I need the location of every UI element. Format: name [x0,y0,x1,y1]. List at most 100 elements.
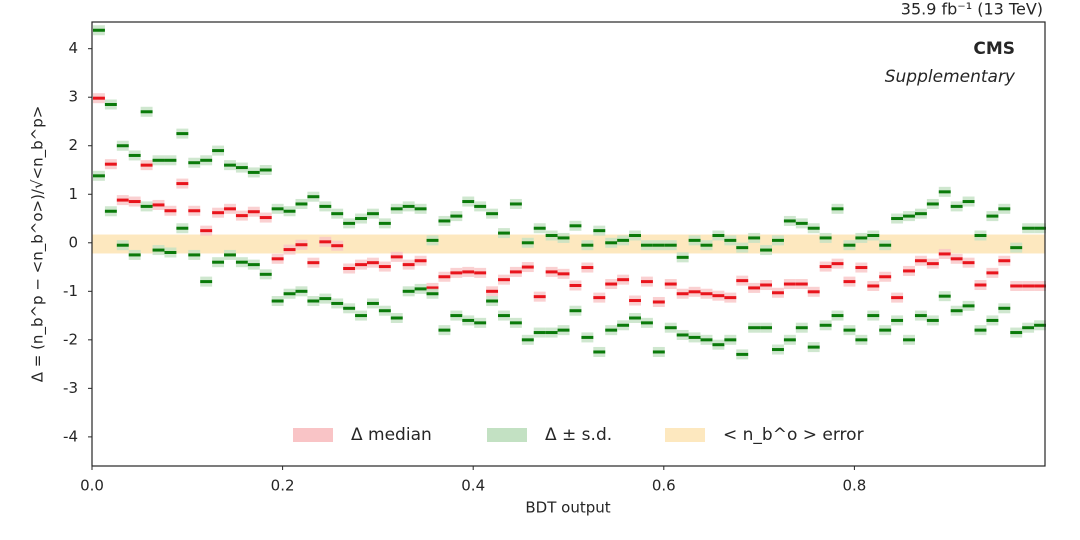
sd-marker [307,299,320,303]
median-marker [760,283,773,287]
sd-marker [926,202,939,206]
sd-marker [498,231,510,235]
sd-marker [557,236,570,240]
median-marker [283,248,296,252]
sd-marker [891,217,904,221]
sd-marker [343,306,356,310]
x-tick-label: 0.0 [80,477,104,495]
median-marker [712,294,725,298]
median-marker [271,257,284,261]
median-marker [521,265,534,269]
sd-marker [93,28,105,32]
sd-marker [1022,326,1035,330]
median-marker [855,266,868,270]
y-tick-label: 2 [68,136,78,154]
sd-marker [259,168,272,172]
sd-marker [914,314,927,318]
sd-marker [795,326,808,330]
sd-marker [736,246,749,250]
median-marker [498,278,510,282]
median-marker [438,275,451,279]
sd-marker [724,238,737,242]
sd-marker [664,326,677,330]
sd-marker [962,304,975,308]
sd-marker [545,234,558,238]
sd-marker [521,338,534,342]
sd-marker [938,190,951,194]
sd-marker [402,204,415,208]
median-marker [140,163,153,167]
median-marker [629,299,641,303]
sd-marker [986,318,999,322]
median-marker [688,290,701,294]
sd-marker [140,204,153,208]
median-marker [569,283,582,287]
median-marker [164,209,177,213]
sd-marker [224,163,236,167]
sd-marker [831,207,844,211]
median-marker [640,280,653,284]
median-marker [605,282,618,286]
sd-marker [629,316,641,320]
sd-marker [164,158,177,162]
sd-marker [581,243,594,247]
sd-marker [617,238,630,242]
sd-marker [724,338,737,342]
sd-marker [200,158,213,162]
sd-marker [212,149,225,153]
sd-marker [378,221,391,225]
median-marker [93,96,105,100]
median-marker [617,278,630,282]
x-axis-label: BDT output [525,499,610,517]
median-marker [200,229,213,233]
sd-marker [700,243,713,247]
sd-marker [390,316,403,320]
sd-marker [1034,323,1046,327]
sd-marker [736,352,749,356]
legend-label: < n_b^o > error [723,425,864,445]
median-marker [295,243,308,247]
median-marker [986,271,999,275]
sd-marker [533,331,546,335]
sd-marker [581,335,594,339]
sd-marker [176,132,189,136]
y-tick-label: -2 [63,330,78,348]
median-marker [831,262,844,266]
median-marker [724,296,737,300]
median-marker [104,162,117,166]
sd-marker [224,253,236,257]
median-marker [748,286,761,290]
sd-marker [402,289,415,293]
sd-marker [783,338,796,342]
sd-marker [652,350,665,354]
sd-marker [593,229,606,233]
median-marker [235,214,248,218]
sd-marker [760,326,773,330]
sd-marker [783,219,796,223]
median-marker [343,267,356,271]
sd-marker [926,318,939,322]
sd-marker [295,289,308,293]
sd-marker [355,217,367,221]
sd-marker [664,243,677,247]
sd-marker [414,287,427,291]
median-marker [414,259,427,263]
sd-marker [986,214,999,218]
sd-marker [688,335,701,339]
sd-marker [629,234,641,238]
median-marker [474,271,487,275]
y-tick-label: 0 [68,233,78,251]
median-marker [259,216,272,220]
sd-marker [795,221,808,225]
sd-marker [93,174,105,178]
median-marker [593,296,606,300]
median-marker [819,265,832,269]
median-marker [974,283,987,287]
median-marker [1022,284,1035,288]
y-tick-label: 4 [68,39,78,57]
sd-marker [343,221,356,225]
sd-marker [235,166,248,170]
sd-marker [271,207,284,211]
sd-marker [676,255,689,259]
sd-marker [259,272,272,276]
